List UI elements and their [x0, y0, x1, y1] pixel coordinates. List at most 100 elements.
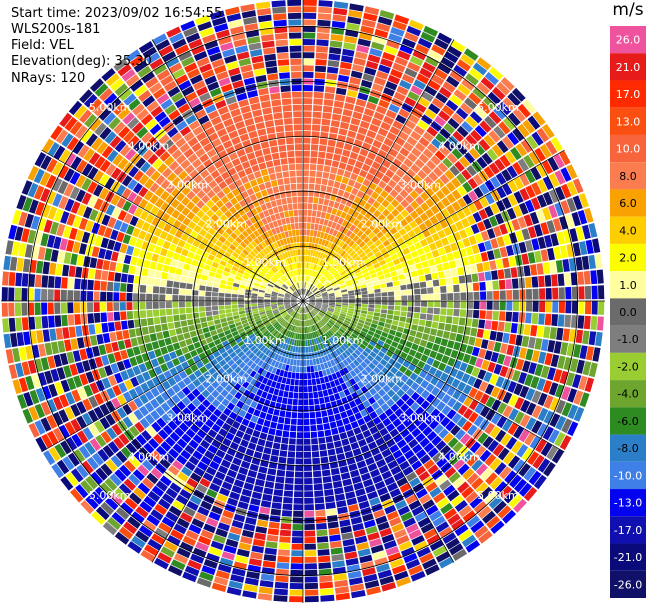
velocity-gate	[233, 220, 241, 228]
velocity-gate	[579, 392, 590, 408]
velocity-gate	[405, 194, 415, 204]
velocity-gate	[140, 549, 156, 562]
velocity-gate	[293, 392, 299, 399]
velocity-gate	[41, 316, 49, 329]
velocity-gate	[281, 437, 289, 444]
velocity-gate	[255, 320, 263, 325]
velocity-gate	[374, 185, 383, 195]
velocity-gate	[303, 392, 309, 399]
velocity-gate	[270, 278, 277, 284]
velocity-gate	[334, 579, 349, 588]
velocity-gate	[336, 356, 342, 363]
velocity-gate	[315, 323, 320, 330]
velocity-gate	[417, 37, 433, 49]
velocity-gate	[181, 207, 191, 217]
velocity-gate	[381, 331, 389, 338]
velocity-gate	[81, 163, 93, 177]
velocity-gate	[349, 344, 357, 352]
velocity-gate	[379, 492, 391, 503]
velocity-gate	[128, 265, 136, 275]
velocity-gate	[113, 58, 128, 72]
velocity-gate	[125, 74, 140, 87]
velocity-gate	[303, 307, 305, 314]
velocity-gate	[102, 445, 115, 458]
velocity-gate	[69, 121, 83, 136]
velocity-gate	[309, 312, 314, 318]
velocity-gate	[193, 466, 205, 477]
velocity-gate	[179, 512, 193, 523]
velocity-gate	[471, 244, 480, 254]
velocity-gate	[215, 449, 226, 459]
velocity-gate	[224, 329, 231, 336]
velocity-gate	[238, 304, 245, 308]
velocity-gate	[133, 284, 140, 293]
velocity-gate	[215, 528, 228, 538]
velocity-gate	[133, 170, 144, 182]
velocity-gate	[309, 276, 312, 283]
velocity-gate	[558, 301, 565, 314]
velocity-gate	[379, 279, 386, 285]
velocity-gate	[409, 329, 417, 337]
velocity-gate	[469, 441, 482, 454]
velocity-gate	[361, 327, 369, 334]
velocity-gate	[107, 271, 115, 282]
velocity-gate	[259, 336, 266, 343]
velocity-gate	[249, 250, 257, 258]
velocity-gate	[174, 321, 181, 329]
velocity-gate	[318, 555, 331, 563]
velocity-gate	[243, 238, 250, 246]
velocity-gate	[387, 309, 394, 315]
velocity-gate	[435, 521, 450, 533]
velocity-gate	[317, 314, 322, 319]
velocity-gate	[287, 316, 292, 322]
velocity-gate	[54, 276, 62, 289]
velocity-gate	[409, 220, 418, 229]
velocity-gate	[254, 267, 261, 273]
velocity-gate	[341, 115, 351, 124]
velocity-gate	[178, 295, 185, 301]
velocity-gate	[391, 564, 407, 575]
velocity-gate	[241, 262, 248, 269]
velocity-gate	[356, 44, 370, 54]
velocity-gate	[117, 157, 129, 170]
velocity-gate	[282, 350, 287, 357]
velocity-gate	[303, 39, 316, 46]
velocity-gate	[261, 328, 268, 334]
velocity-gate	[258, 324, 265, 330]
velocity-gate	[108, 97, 122, 111]
velocity-gate	[255, 332, 263, 338]
velocity-gate	[202, 472, 214, 482]
velocity-gate	[307, 216, 312, 223]
velocity-gate	[291, 296, 297, 299]
velocity-gate	[186, 277, 194, 284]
velocity-gate	[514, 478, 527, 493]
velocity-gate	[60, 476, 74, 491]
velocity-gate	[60, 289, 67, 301]
velocity-gate	[282, 343, 287, 350]
velocity-gate	[268, 316, 275, 321]
velocity-gate	[490, 202, 500, 215]
velocity-gate	[100, 237, 109, 249]
velocity-gate	[303, 379, 308, 386]
velocity-gate	[517, 158, 529, 172]
velocity-gate	[440, 308, 447, 316]
velocity-gate	[402, 247, 411, 255]
velocity-gate	[233, 279, 241, 284]
velocity-gate	[179, 489, 192, 500]
velocity-gate	[411, 324, 418, 331]
velocity-gate	[268, 387, 275, 394]
velocity-gate	[117, 340, 126, 351]
velocity-gate	[243, 389, 251, 398]
velocity-gate	[399, 482, 411, 493]
velocity-gate	[392, 449, 403, 460]
velocity-gate	[139, 501, 153, 513]
velocity-gate	[54, 381, 64, 395]
velocity-gate	[265, 413, 273, 421]
velocity-gate	[303, 137, 311, 144]
velocity-gate	[209, 460, 220, 471]
velocity-gate	[210, 540, 224, 551]
velocity-gate	[133, 302, 140, 310]
velocity-gate	[59, 394, 70, 408]
velocity-gate	[107, 441, 120, 454]
velocity-gate	[94, 235, 103, 247]
